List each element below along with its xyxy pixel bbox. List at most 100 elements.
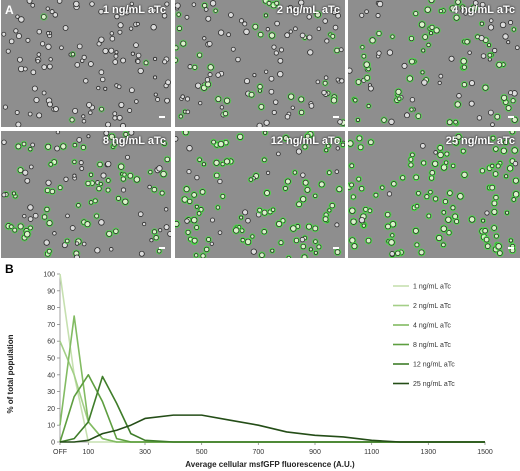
cell	[258, 103, 265, 110]
cell	[164, 1, 170, 7]
micrograph-4ng: 4 ng/mL aTc	[348, 0, 520, 127]
cell	[418, 249, 425, 256]
scale-bar	[508, 116, 514, 118]
cell	[495, 243, 502, 250]
cell	[215, 72, 221, 78]
cell	[116, 114, 123, 121]
cell	[129, 87, 135, 94]
cell	[117, 29, 123, 35]
cell	[298, 109, 305, 116]
cell	[5, 48, 11, 54]
cell	[324, 38, 330, 44]
cell	[408, 162, 414, 168]
cell	[301, 254, 308, 258]
cell	[278, 47, 285, 53]
cell	[479, 21, 484, 26]
cell	[511, 147, 518, 154]
cell	[265, 27, 270, 32]
cell	[395, 88, 402, 95]
cell	[464, 39, 470, 45]
cell	[52, 12, 58, 18]
cell	[205, 15, 212, 22]
cell	[491, 200, 498, 207]
cell	[130, 51, 135, 56]
cell	[454, 218, 460, 224]
micrograph-panel: 1 ng/mL aTc 2 ng/mL aTc 4 ng/mL aTc 8 ng…	[1, 0, 520, 258]
cell	[109, 35, 116, 42]
cell	[270, 207, 276, 212]
cell	[421, 79, 428, 86]
cell	[436, 234, 443, 242]
micrograph-label: 8 ng/mL aTc	[102, 135, 166, 147]
cell-field	[175, 0, 345, 127]
cell	[2, 104, 8, 110]
cell	[105, 121, 112, 127]
cell	[199, 189, 206, 195]
cell	[334, 169, 340, 174]
cell	[217, 230, 223, 235]
cell	[512, 160, 519, 167]
cell	[191, 216, 198, 224]
cell	[479, 1, 486, 8]
cell	[109, 31, 114, 36]
cell	[163, 224, 170, 231]
cell	[385, 223, 391, 230]
cell	[45, 179, 52, 186]
cell	[264, 190, 270, 196]
cell	[330, 33, 336, 39]
cell	[238, 18, 244, 24]
cell	[400, 175, 406, 181]
cell	[69, 225, 76, 231]
cell	[133, 42, 139, 48]
cell	[359, 186, 365, 192]
cell	[156, 165, 163, 172]
cell	[313, 250, 318, 255]
cell	[210, 217, 215, 223]
cell	[27, 204, 34, 211]
cell-field	[1, 0, 171, 127]
cell	[207, 72, 213, 78]
cell	[386, 191, 393, 197]
cell	[135, 59, 141, 64]
cell	[52, 231, 57, 236]
cell	[421, 160, 427, 166]
cell	[21, 141, 27, 147]
cell	[94, 247, 101, 254]
cell	[147, 184, 152, 190]
cell	[437, 151, 444, 159]
y-tick-label: 10	[47, 423, 55, 430]
cell	[135, 52, 142, 59]
cell	[96, 85, 101, 91]
cell	[335, 12, 341, 19]
cell	[300, 243, 306, 250]
cell	[46, 248, 52, 254]
cell	[284, 178, 291, 185]
cell	[368, 85, 374, 92]
cell	[135, 21, 140, 27]
cell	[366, 103, 371, 109]
cell	[259, 252, 265, 258]
cell	[209, 0, 217, 7]
cell	[250, 248, 257, 255]
cell	[270, 248, 275, 253]
cell	[315, 79, 321, 85]
cell	[124, 9, 130, 16]
cell	[138, 250, 145, 257]
cell	[395, 250, 401, 256]
cell	[335, 77, 340, 82]
cell	[243, 78, 251, 85]
cell	[512, 177, 519, 184]
cell	[207, 64, 214, 71]
cell	[120, 176, 126, 182]
micrograph-1ng: 1 ng/mL aTc	[1, 0, 171, 127]
x-tick-label: 700	[252, 449, 264, 456]
cell	[151, 186, 158, 193]
cell	[444, 151, 450, 157]
cell	[24, 231, 31, 238]
cell	[36, 28, 42, 35]
cell	[429, 170, 436, 176]
cell	[48, 162, 54, 167]
cell	[106, 230, 113, 237]
cell	[1, 139, 7, 145]
cell	[98, 219, 105, 226]
